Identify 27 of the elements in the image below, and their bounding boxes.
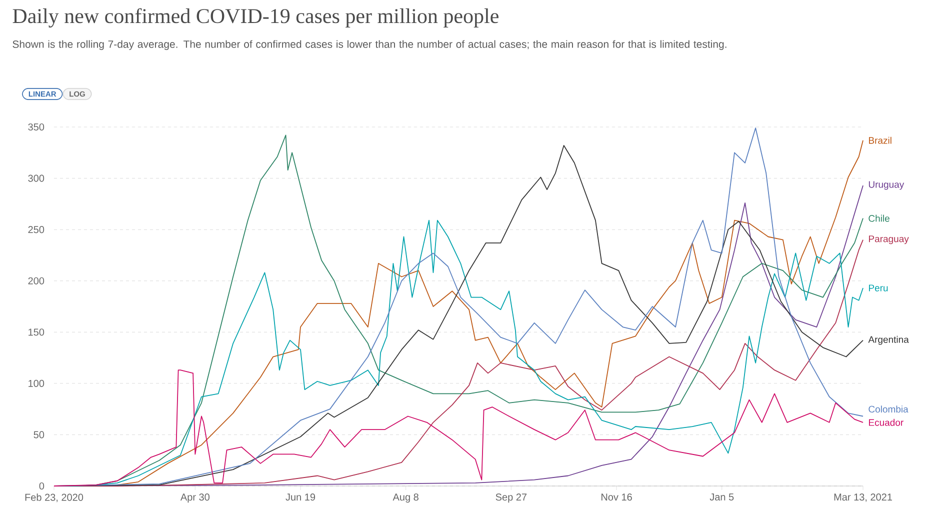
y-tick-label: 200 bbox=[28, 277, 44, 284]
series-label: Colombia bbox=[868, 406, 908, 413]
line-series bbox=[54, 370, 864, 486]
x-tick-label: Aug 8 bbox=[392, 494, 418, 503]
x-tick-label: Apr 30 bbox=[180, 494, 210, 503]
series-label: Peru bbox=[869, 284, 888, 292]
series-label: Uruguay bbox=[868, 181, 904, 190]
y-tick-label: 50 bbox=[34, 431, 44, 438]
series-label: Paraguay bbox=[869, 236, 909, 244]
chart-title: Daily new confirmed COVID-19 cases per million people bbox=[12, 8, 498, 28]
y-tick-label: 0 bbox=[39, 482, 44, 490]
y-tick-label: 100 bbox=[28, 380, 44, 387]
x-tick-label: Feb 23, 2020 bbox=[25, 494, 84, 502]
chart-subtitle: Shown is the rolling 7-day average. The number of confirmed cases is lower than the number of actual cases; the main reason for that is limited testing. bbox=[12, 40, 726, 50]
x-tick-label: Nov 16 bbox=[601, 494, 632, 501]
y-tick-label: 150 bbox=[28, 328, 44, 336]
x-tick-label: Jun 19 bbox=[286, 494, 316, 501]
series-label: Argentina bbox=[868, 336, 909, 345]
y-tick-label: 300 bbox=[28, 174, 44, 182]
x-tick-label: Sep 27 bbox=[496, 494, 527, 503]
y-tick-label: 350 bbox=[28, 123, 44, 131]
series-label: Brazil bbox=[869, 136, 892, 144]
x-tick-label: Mar 13, 2021 bbox=[834, 494, 892, 502]
x-tick-label: Jan 5 bbox=[710, 494, 734, 501]
series-label: Chile bbox=[868, 214, 890, 222]
y-tick-label: 250 bbox=[28, 226, 44, 234]
series-label: Ecuador bbox=[869, 418, 904, 426]
